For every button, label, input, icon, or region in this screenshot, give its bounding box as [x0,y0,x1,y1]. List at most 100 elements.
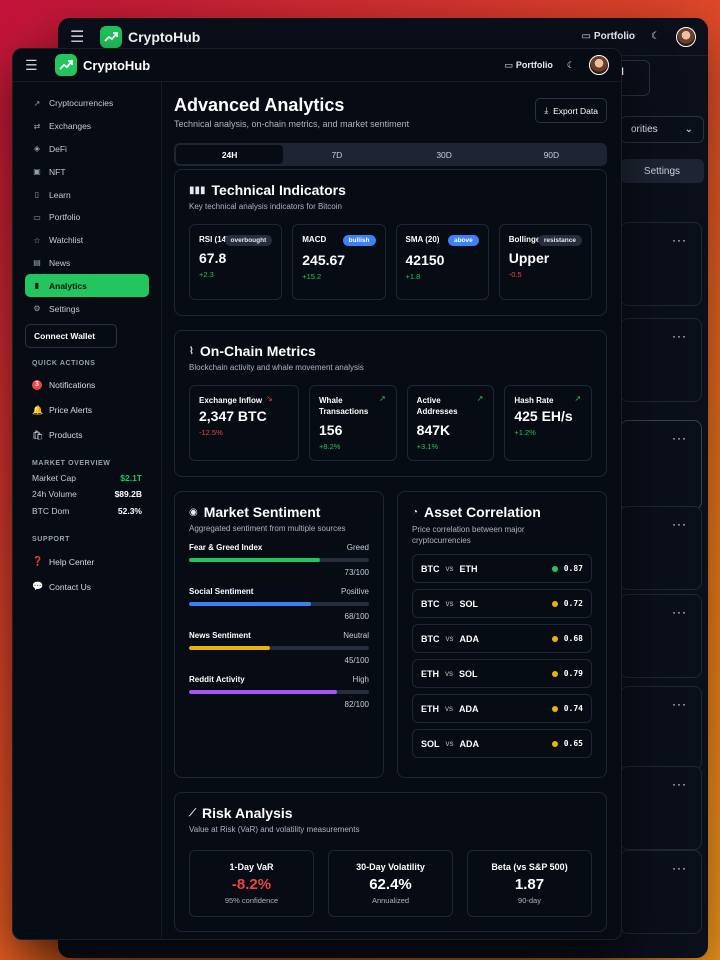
correlation-row[interactable]: BTC vs ETH 0.87 [412,554,592,583]
tab-90d[interactable]: 90D [543,149,560,160]
sidebar-item-defi[interactable]: ◈ DeFi [25,138,149,161]
menu-icon[interactable]: ☰ [70,28,85,46]
risk-tile[interactable]: 1-Day VaR -8.2% 95% confidence [189,850,314,917]
sentiment-header: Reddit Activity High [189,675,369,684]
sentiment-name: Social Sentiment [189,587,254,596]
more-icon[interactable]: ··· [672,233,687,247]
correlation-row[interactable]: ETH vs SOL 0.79 [412,659,592,688]
sidebar-item-watchlist[interactable]: ☆ Watchlist [25,229,149,252]
sidebar-item-nft[interactable]: ▣ NFT [25,160,149,183]
bg-card[interactable]: ··· [620,594,702,678]
sentiment-bar-fill [189,558,321,562]
sentiment-score: 68/100 [344,612,369,621]
indicator-label: SMA (20) [405,235,440,244]
more-icon[interactable]: ··· [672,697,687,711]
correlation-row[interactable]: BTC vs SOL 0.72 [412,589,592,618]
more-icon[interactable]: ··· [672,605,687,619]
correlation-row[interactable]: ETH vs ADA 0.74 [412,694,592,723]
avatar[interactable] [676,26,696,47]
sidebar-item-label: Watchlist [49,235,84,246]
more-icon[interactable]: ··· [672,431,687,445]
bg-card[interactable]: ··· [620,318,702,402]
gear-icon: ⚙ [33,304,41,314]
onchain-tiles: Exchange Inflow ↘ 2,347 BTC -12.5% Whale Tra… [189,385,593,461]
indicator-tile[interactable]: RSI (14) overbought 67.8 +2.3 [189,224,283,300]
sidebar-item-portfolio[interactable]: ▭ Portfolio [25,206,149,229]
bg-brand[interactable]: CryptoHub [100,25,200,48]
bg-card[interactable]: ··· [620,420,702,510]
moon-icon[interactable]: ☾ [566,59,575,70]
onchain-tile[interactable]: Active Addresses ↗ 847K +3.1% [406,385,495,461]
correlation-dot [551,600,558,607]
bg-card[interactable]: ··· [620,850,702,934]
indicator-label: RSI (14) [199,235,229,244]
more-icon[interactable]: ··· [672,777,687,791]
tab-30d[interactable]: 30D [436,149,452,160]
support-help-center[interactable]: ❓ Help Center [25,549,149,574]
indicator-tile[interactable]: Bollinger BandsresistanceUpper-0.5 [498,224,592,300]
settings-tab-label: Settings [643,165,681,177]
download-icon: ⤓ [544,105,549,115]
connect-wallet-button[interactable]: Connect Wallet [25,323,117,348]
quick-action-products[interactable]: 🛍 Products [25,423,149,448]
sentiment-name: News Sentiment [189,631,251,640]
sidebar-item-learn[interactable]: ▯ Learn [25,183,149,206]
more-icon[interactable]: ··· [672,329,687,343]
sentiment-score: 45/100 [344,656,369,665]
correlation-rows: BTC vs ETH 0.87 BTC vs SOL 0.72 BTC vs ADA 0.68 ETH v… [412,554,592,758]
tab-24h[interactable]: 24H [176,145,284,164]
pair-vs: vs [445,634,454,643]
moon-icon[interactable]: ☾ [651,31,660,42]
pair-asset-b: ADA [459,703,479,714]
menu-icon[interactable]: ☰ [25,56,38,73]
bg-card[interactable]: ··· [620,766,702,850]
correlation-row[interactable]: BTC vs ADA 0.68 [412,624,592,653]
onchain-tile[interactable]: Exchange Inflow ↘ 2,347 BTC -12.5% [189,385,299,461]
more-icon[interactable]: ··· [672,861,687,875]
activity-icon: ⌇ [189,345,194,357]
sidebar-item-exchanges[interactable]: ⇄ Exchanges [25,115,149,138]
bg-card[interactable]: ··· [620,686,702,770]
sidebar-item-news[interactable]: ▤ News [25,252,149,275]
sidebar-item-cryptocurrencies[interactable]: ↗ Cryptocurrencies [25,92,149,115]
onchain-tile[interactable]: Whale Transactions ↗ 156 +8.2% [309,385,397,461]
pair-asset-a: SOL [421,738,440,749]
sentiment-row: Reddit Activity High 82/100 [189,675,369,709]
pair-asset-b: SOL [459,668,478,679]
risk-tile[interactable]: 30-Day Volatility 62.4% Annualized [328,850,453,917]
risk-metric-title: 1-Day VaR [229,862,274,872]
support-contact-us[interactable]: 💬 Contact Us [25,574,149,599]
trend-down-icon: ↘ [266,394,273,403]
indicator-tile[interactable]: MACD bullish 245.67 +15.2 [292,224,386,300]
settings-tab[interactable]: Settings [620,159,704,183]
sidebar-item-settings[interactable]: ⚙ Settings [25,297,149,320]
trend-icon: ↗ [33,98,41,108]
sentiment-bar-fill [189,646,270,650]
quick-action-price-alerts[interactable]: 🔔 Price Alerts [25,398,149,423]
priorities-select[interactable]: orities ⌄ [620,116,704,143]
correlation-row[interactable]: SOL vs ADA 0.65 [412,729,592,758]
risk-tile[interactable]: Beta (vs S&P 500) 1.87 90-day [467,850,592,917]
chart-icon: ▮ [34,281,40,291]
avatar[interactable] [589,55,609,75]
indicator-value: 245.67 [302,252,346,268]
export-data-button[interactable]: ⤓ Export Data [535,98,607,123]
page-title: Advanced Analytics [174,95,345,115]
sidebar-item-label: Analytics [49,280,87,291]
onchain-tile[interactable]: Hash Rate ↗ 425 EH/s +1.2% [504,385,593,461]
sidebar-item-label: Exchanges [49,121,92,132]
bg-portfolio-button[interactable]: ▭ Portfolio [581,31,635,42]
more-icon[interactable]: ··· [672,517,687,531]
brand[interactable]: CryptoHub [55,54,150,76]
quick-action-notifications[interactable]: 3 Notifications [25,373,149,398]
status-badge: resistance [537,235,582,246]
tab-7d[interactable]: 7D [331,149,343,160]
bg-card[interactable]: ··· [620,506,702,590]
sidebar-item-analytics[interactable]: ▮ Analytics [25,274,149,298]
timeframe-tabs: 24H 7D 30D 90D [174,143,607,166]
portfolio-button[interactable]: ▭ Portfolio [504,60,553,71]
pair-asset-a: BTC [421,633,440,644]
indicator-tile[interactable]: SMA (20) above 42150 +1.8 [395,224,489,300]
bg-card[interactable]: ··· [620,222,702,306]
onchain-subtitle: Blockchain activity and whale movement a… [189,363,364,372]
